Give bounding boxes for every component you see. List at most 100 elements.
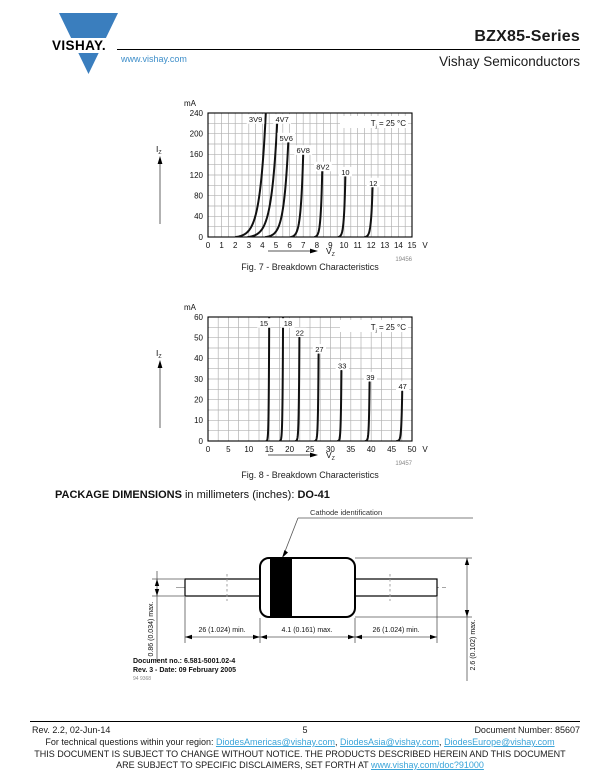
curve-label-18: 18 xyxy=(284,319,292,328)
curve-label-4V7: 4V7 xyxy=(275,115,288,124)
curve-label-47: 47 xyxy=(398,382,406,391)
cathode-identification-label: Cathode identification xyxy=(310,508,382,517)
svg-text:25: 25 xyxy=(306,445,315,454)
svg-text:IZ: IZ xyxy=(156,348,162,360)
zener-curve-12 xyxy=(364,186,374,238)
figure-ref-number: 19457 xyxy=(395,461,412,467)
footer-emails: DiodesAmericas@vishay.com, DiodesAsia@vi… xyxy=(216,737,555,747)
curve-label-6V8: 6V8 xyxy=(297,146,310,155)
zener-curve-6V8 xyxy=(289,153,305,238)
y-unit-label: mA xyxy=(184,303,197,312)
svg-text:0: 0 xyxy=(199,233,204,242)
svg-text:40: 40 xyxy=(194,354,203,363)
zener-curve-4V7 xyxy=(247,118,279,238)
svg-text:1: 1 xyxy=(219,241,224,250)
svg-text:40: 40 xyxy=(194,212,203,221)
zener-curve-3V9 xyxy=(234,112,267,238)
footer-email-link[interactable]: DiodesEurope@vishay.com xyxy=(444,737,555,747)
svg-text:200: 200 xyxy=(190,129,204,138)
curves xyxy=(265,316,404,442)
svg-text:0: 0 xyxy=(206,241,211,250)
curve-label-15: 15 xyxy=(260,319,268,328)
logo-wordmark: VISHAY. xyxy=(52,38,106,53)
svg-text:0: 0 xyxy=(206,445,211,454)
svg-text:IZ: IZ xyxy=(156,144,162,156)
svg-text:10: 10 xyxy=(244,445,253,454)
svg-text:11: 11 xyxy=(353,241,362,250)
package-heading-mid: in millimeters (inches): xyxy=(181,489,298,501)
figure-ref-number: 19456 xyxy=(395,257,412,263)
svg-text:20: 20 xyxy=(285,445,294,454)
curve-label-33: 33 xyxy=(338,362,346,371)
zener-curve-39 xyxy=(364,381,371,442)
zener-curve-27 xyxy=(313,353,320,442)
left-lead-length-dim: 26 (1.024) min. xyxy=(198,627,245,634)
package-ref-small: 94 9368 xyxy=(133,676,151,682)
curve-label-5V6: 5V6 xyxy=(280,134,293,143)
svg-text:7: 7 xyxy=(301,241,306,250)
zener-curve-5V6 xyxy=(264,141,290,238)
curve-label-22: 22 xyxy=(296,329,304,338)
svg-text:30: 30 xyxy=(326,445,335,454)
zener-curve-8V2 xyxy=(313,169,324,238)
svg-text:0: 0 xyxy=(199,437,204,446)
svg-text:20: 20 xyxy=(194,395,203,404)
header-rule xyxy=(117,49,580,50)
do41-drawing-svg: Cathode identification xyxy=(133,508,477,682)
plot-border xyxy=(207,316,413,442)
svg-text:160: 160 xyxy=(190,150,204,159)
svg-text:14: 14 xyxy=(394,241,403,250)
svg-text:VZ: VZ xyxy=(326,246,336,258)
curves xyxy=(234,112,374,238)
footer-rule xyxy=(30,721,580,722)
curve-label-8V2: 8V2 xyxy=(316,163,329,172)
svg-text:15: 15 xyxy=(265,445,274,454)
footer-disclaimer-line1: THIS DOCUMENT IS SUBJECT TO CHANGE WITHO… xyxy=(34,749,566,759)
figure-7-caption: Fig. 7 - Breakdown Characteristics xyxy=(241,262,379,272)
zener-curve-47 xyxy=(395,390,404,442)
body-length-dim: 4.1 (0.161) max. xyxy=(282,627,333,634)
x-unit-label: V xyxy=(422,241,428,250)
cathode-callout-arrow xyxy=(282,550,288,558)
svg-text:13: 13 xyxy=(380,241,389,250)
curve-label-27: 27 xyxy=(315,345,323,354)
vishay-logo-icon: VISHAY. xyxy=(42,13,126,74)
disclaimer-link[interactable]: www.vishay.com/doc?91000 xyxy=(371,760,484,770)
footer-contact-line: For technical questions within your regi… xyxy=(0,737,600,747)
package-doc-number: Document no.: 6.581-5001.02-4 xyxy=(133,658,235,665)
svg-text:80: 80 xyxy=(194,191,203,200)
footer-email-link[interactable]: DiodesAsia@vishay.com xyxy=(340,737,440,747)
figure-7-chart: 0 40 80 120 160 200 240 0 1 2 3 4 5 6 7 8 9 10 11 12 13 14 15 m… xyxy=(150,88,472,271)
x-unit-label: V xyxy=(422,445,428,454)
svg-text:10: 10 xyxy=(194,416,203,425)
svg-text:120: 120 xyxy=(190,171,204,180)
svg-text:35: 35 xyxy=(346,445,355,454)
svg-text:240: 240 xyxy=(190,109,204,118)
chart-svg-fig8: 0 10 20 30 40 50 60 0 5 10 15 20 25 30 35 40 45 50 mA V Tj =… xyxy=(156,303,428,467)
svg-text:50: 50 xyxy=(194,333,203,342)
svg-text:30: 30 xyxy=(194,375,203,384)
right-lead-length-dim: 26 (1.024) min. xyxy=(372,627,419,634)
zener-curve-18 xyxy=(278,316,285,442)
tj-annotation: Tj = 25 °C xyxy=(371,323,406,334)
zener-curve-15 xyxy=(265,316,271,442)
svg-text:4: 4 xyxy=(260,241,265,250)
vishay-website-link[interactable]: www.vishay.com xyxy=(121,54,187,64)
svg-text:45: 45 xyxy=(387,445,396,454)
y-axis-label: IZ xyxy=(156,144,163,224)
svg-text:5: 5 xyxy=(226,445,231,454)
x-axis-label: VZ xyxy=(268,246,336,258)
tj-annotation: Tj = 25 °C xyxy=(371,119,406,130)
svg-text:6: 6 xyxy=(287,241,292,250)
svg-text:50: 50 xyxy=(408,445,417,454)
curve-label-3V9: 3V9 xyxy=(249,115,262,124)
zener-curve-33 xyxy=(336,369,343,442)
zener-curve-22 xyxy=(294,336,301,442)
footer-email-link[interactable]: DiodesAmericas@vishay.com xyxy=(216,737,336,747)
gridlines xyxy=(208,113,412,237)
figure-8-caption: Fig. 8 - Breakdown Characteristics xyxy=(241,470,379,480)
svg-text:VZ: VZ xyxy=(326,450,336,462)
package-dimensions-heading: PACKAGE DIMENSIONS in millimeters (inche… xyxy=(55,489,330,501)
